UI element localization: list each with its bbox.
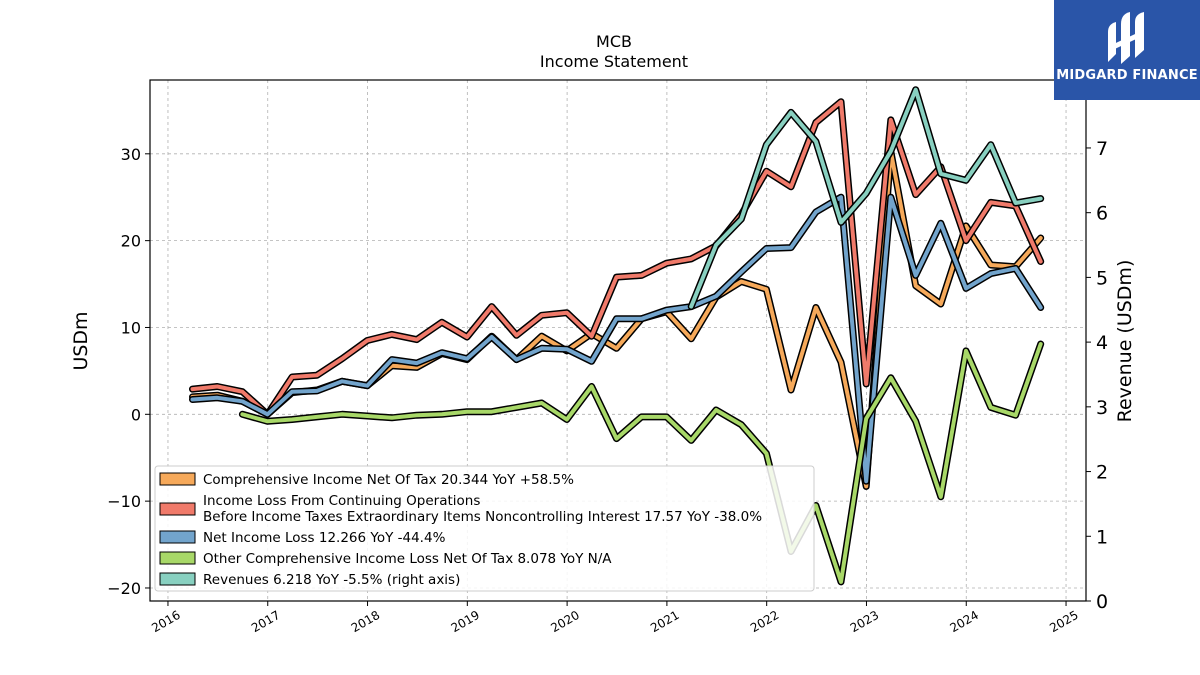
y-tick-label: −10 bbox=[107, 492, 141, 511]
y2-tick-label: 2 bbox=[1096, 462, 1108, 484]
y2-tick-label: 7 bbox=[1096, 138, 1108, 160]
y-tick-label: 0 bbox=[131, 405, 141, 424]
x-tick-label: 2024 bbox=[948, 608, 981, 635]
x-tick-label: 2018 bbox=[349, 608, 382, 635]
y-tick-label: 20 bbox=[121, 232, 141, 251]
y2-tick-label: 5 bbox=[1096, 267, 1108, 289]
series-line-net-income bbox=[190, 195, 1043, 484]
legend-label-comprehensive-income: Comprehensive Income Net Of Tax 20.344 Y… bbox=[203, 472, 574, 488]
legend-swatch-other-comprehensive-income bbox=[159, 551, 196, 565]
legend-swatch-comprehensive-income bbox=[159, 472, 196, 486]
x-tick-label: 2019 bbox=[449, 608, 482, 635]
x-tick-label: 2025 bbox=[1047, 608, 1080, 635]
y-axis-label: USDm bbox=[70, 311, 92, 370]
x-tick-label: 2022 bbox=[748, 608, 781, 635]
series-line-revenues bbox=[689, 87, 1043, 309]
y2-tick-label: 3 bbox=[1096, 397, 1108, 419]
y2-tick-label: 0 bbox=[1096, 591, 1108, 613]
y2-tick-label: 4 bbox=[1096, 332, 1108, 354]
y-tick-label: 30 bbox=[121, 145, 141, 164]
legend-label-other-comprehensive-income: Other Comprehensive Income Loss Net Of T… bbox=[203, 551, 612, 567]
x-tick-label: 2021 bbox=[648, 608, 681, 635]
y2-axis-label: Revenue (USDm) bbox=[1114, 260, 1136, 423]
chart-subtitle: Income Statement bbox=[540, 52, 688, 71]
plot-frame bbox=[149, 79, 1087, 602]
midgard-finance-logo: MIDGARD FINANCE bbox=[1054, 0, 1200, 100]
chart-title: MCB bbox=[596, 32, 632, 51]
legend: Comprehensive Income Net Of Tax 20.344 Y… bbox=[154, 465, 815, 592]
midgard-logo-icon bbox=[1108, 12, 1144, 64]
x-tick-label: 2017 bbox=[249, 608, 282, 635]
y-tick-label: 10 bbox=[121, 318, 141, 337]
legend-swatch-net-income bbox=[159, 530, 196, 544]
plot-lines bbox=[189, 86, 1045, 586]
brand-name: MIDGARD FINANCE bbox=[1056, 68, 1198, 83]
legend-label-income-before-taxes-line2: Before Income Taxes Extraordinary Items … bbox=[203, 509, 762, 525]
legend-label-revenues: Revenues 6.218 YoY -5.5% (right axis) bbox=[203, 572, 460, 588]
series-line-income-before-taxes bbox=[190, 99, 1043, 417]
legend-label-income-before-taxes-line1: Income Loss From Continuing Operations bbox=[203, 493, 480, 509]
x-tick-label: 2020 bbox=[548, 608, 581, 635]
x-tick-label: 2016 bbox=[149, 608, 182, 635]
y2-tick-label: 6 bbox=[1096, 203, 1108, 225]
legend-label-net-income: Net Income Loss 12.266 YoY -44.4% bbox=[203, 530, 446, 546]
x-tick-label: 2023 bbox=[848, 608, 881, 635]
y2-tick-label: 1 bbox=[1096, 526, 1108, 548]
series-line-other-comprehensive-income bbox=[240, 342, 1043, 584]
axes: 2016 2017 2018 2019 2020 2021 2022 2023 2024 2025… bbox=[107, 138, 1108, 635]
y-tick-label: −20 bbox=[107, 579, 141, 598]
legend-swatch-revenues bbox=[159, 572, 196, 586]
legend-swatch-income-before-taxes bbox=[159, 502, 196, 516]
legend-box bbox=[154, 465, 815, 592]
